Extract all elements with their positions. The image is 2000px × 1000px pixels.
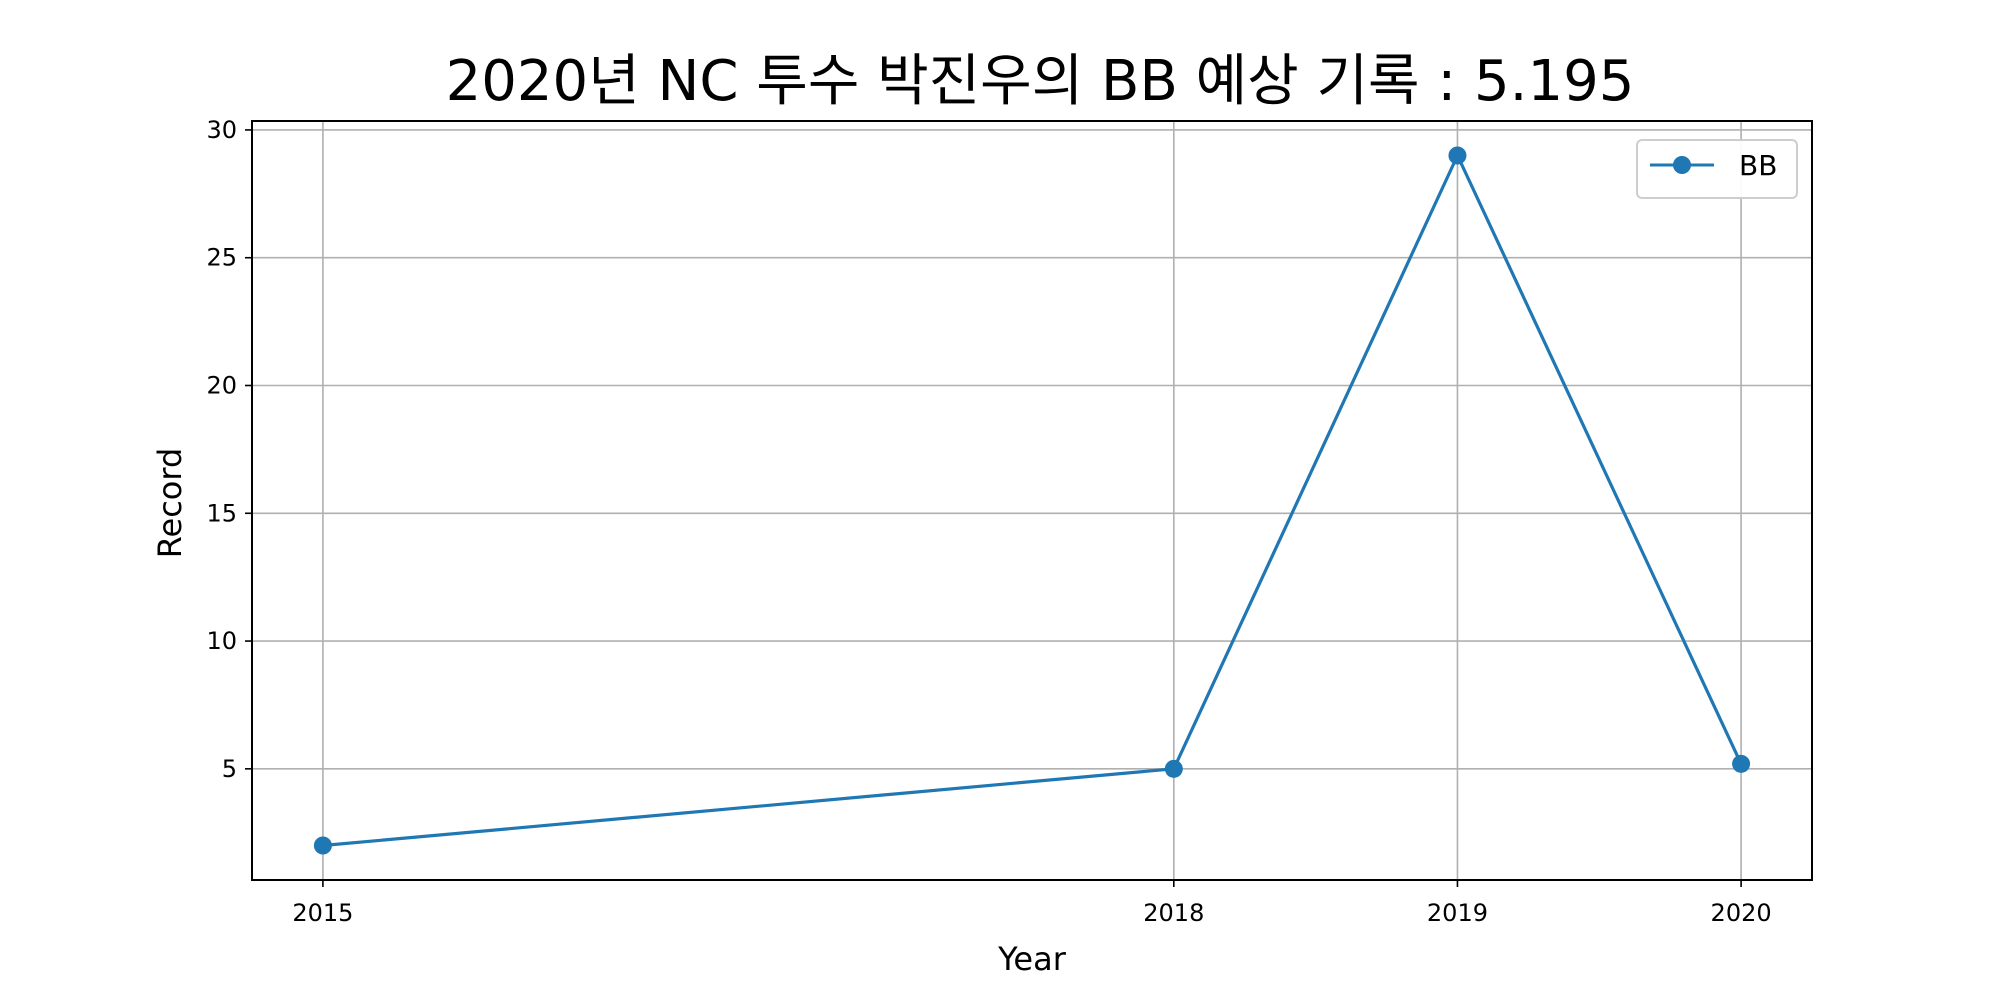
y-tick-label: 10 — [206, 627, 237, 655]
y-axis-ticks: 5 10 15 20 25 30 — [206, 116, 252, 783]
data-point — [313, 836, 332, 855]
x-tick-label: 2020 — [1711, 899, 1772, 927]
y-tick-label: 25 — [206, 244, 237, 272]
legend-series-marker — [1673, 156, 1691, 174]
data-point — [1164, 759, 1183, 778]
x-axis-ticks: 2015 2018 2019 2020 — [292, 880, 1772, 927]
data-point — [1448, 146, 1467, 165]
plot-frame — [251, 120, 1813, 881]
data-point — [1732, 754, 1751, 773]
x-tick-label: 2015 — [292, 899, 353, 927]
x-tick-label: 2018 — [1143, 899, 1204, 927]
legend-series-label: BB — [1739, 149, 1777, 182]
series-layer — [313, 146, 1751, 855]
y-tick-label: 30 — [206, 116, 237, 144]
legend: BB — [1636, 139, 1798, 199]
series-line-bb — [321, 153, 1743, 848]
x-tick-label: 2019 — [1427, 899, 1488, 927]
x-axis-label: Year — [997, 940, 1067, 978]
chart-title: 2020년 NC 투수 박진우의 BB 예상 기록 : 5.195 — [446, 49, 1635, 114]
legend-box — [1636, 139, 1798, 199]
y-axis-label: Record — [151, 448, 189, 559]
y-tick-label: 20 — [206, 372, 237, 400]
y-tick-label: 15 — [206, 499, 237, 527]
y-tick-label: 5 — [222, 755, 237, 783]
grid-lines — [252, 121, 1812, 880]
